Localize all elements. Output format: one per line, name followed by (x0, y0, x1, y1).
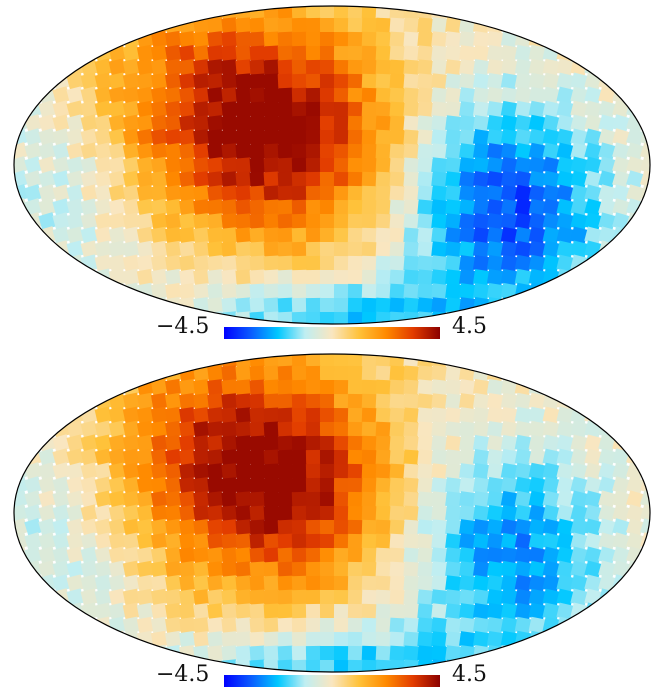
colorbar-min-label-top: −4.5 (156, 314, 210, 339)
map-boundary (13, 5, 651, 325)
map-boundary (13, 353, 651, 673)
colorbar-max-label-bottom: 4.5 (452, 662, 487, 687)
map-panel-top: −4.5 4.5 (0, 0, 665, 345)
mollweide-map-bottom (13, 353, 651, 673)
colorbar-min-label-bottom: −4.5 (156, 662, 210, 687)
mollweide-map-top (13, 5, 651, 325)
map-panel-bottom: −4.5 4.5 (0, 348, 665, 693)
colorbar-top (224, 327, 440, 339)
colorbar-bottom (224, 675, 440, 687)
colorbar-max-label-top: 4.5 (452, 314, 487, 339)
